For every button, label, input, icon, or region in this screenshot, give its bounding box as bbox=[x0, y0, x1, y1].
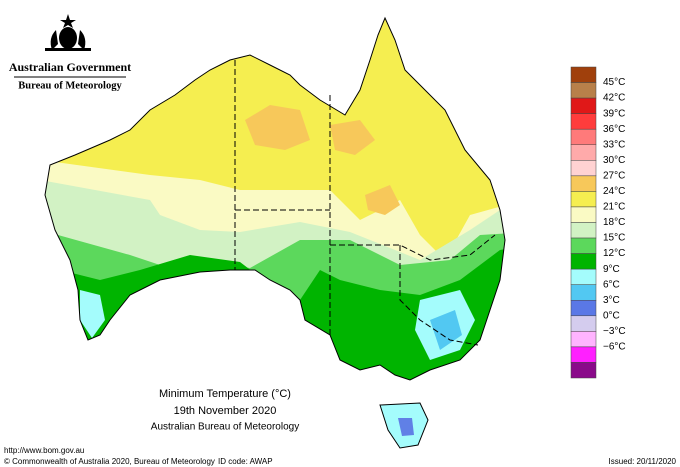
legend-swatch bbox=[570, 222, 597, 239]
legend-label: 30°C bbox=[603, 155, 625, 166]
legend-swatch bbox=[570, 362, 597, 379]
legend-swatch bbox=[570, 315, 597, 332]
legend-label: −3°C bbox=[603, 326, 626, 337]
legend-swatch bbox=[570, 206, 597, 223]
legend-label: 27°C bbox=[603, 170, 625, 181]
legend-label: 3°C bbox=[603, 295, 620, 306]
legend-label: 18°C bbox=[603, 217, 625, 228]
footer-issued: Issued: 20/11/2020 bbox=[609, 457, 677, 466]
map-source: Australian Bureau of Meteorology bbox=[151, 422, 299, 433]
legend-label: 15°C bbox=[603, 233, 625, 244]
legend-label: −6°C bbox=[603, 342, 626, 353]
footer-url: http://www.bom.gov.au bbox=[4, 446, 84, 455]
legend-swatch bbox=[570, 331, 597, 348]
legend-swatch bbox=[570, 128, 597, 145]
legend-label: 6°C bbox=[603, 279, 620, 290]
legend-label: 12°C bbox=[603, 248, 625, 259]
legend-swatch bbox=[570, 191, 597, 208]
legend-swatch bbox=[570, 144, 597, 161]
legend-label: 24°C bbox=[603, 186, 625, 197]
map-date: 19th November 2020 bbox=[174, 405, 277, 417]
legend-label: 42°C bbox=[603, 93, 625, 104]
legend-swatch bbox=[570, 253, 597, 270]
legend-swatch bbox=[570, 82, 597, 99]
state-borders bbox=[234, 60, 496, 346]
footer-id: ID code: AWAP bbox=[218, 457, 273, 466]
legend-label: 33°C bbox=[603, 139, 625, 150]
agency-name: Australian Government bbox=[9, 60, 131, 74]
legend-label: 0°C bbox=[603, 310, 620, 321]
legend-swatch bbox=[570, 300, 597, 317]
legend-swatch bbox=[570, 346, 597, 363]
legend-swatch bbox=[570, 268, 597, 285]
legend: 45°C 42°C 39°C 36°C 33°C 30°C 27°C 24°C 21°C 18°C… bbox=[570, 66, 626, 379]
map-title: Minimum Temperature (°C) bbox=[159, 388, 291, 400]
legend-label: 39°C bbox=[603, 108, 625, 119]
legend-swatch bbox=[570, 160, 597, 177]
legend-label: 21°C bbox=[603, 202, 625, 213]
coat-of-arms bbox=[45, 14, 91, 51]
legend-swatch bbox=[570, 237, 597, 254]
legend-label: 36°C bbox=[603, 124, 625, 135]
legend-swatch bbox=[570, 284, 597, 301]
legend-swatch bbox=[570, 175, 597, 192]
bureau-name: Bureau of Meteorology bbox=[18, 80, 122, 91]
legend-label: 45°C bbox=[603, 77, 625, 88]
legend-label: 9°C bbox=[603, 264, 620, 275]
legend-swatch bbox=[570, 97, 597, 114]
legend-swatch bbox=[570, 66, 597, 83]
legend-swatch bbox=[570, 113, 597, 130]
tasmania bbox=[379, 402, 429, 449]
footer-copyright: © Commonwealth of Australia 2020, Bureau… bbox=[4, 457, 215, 466]
